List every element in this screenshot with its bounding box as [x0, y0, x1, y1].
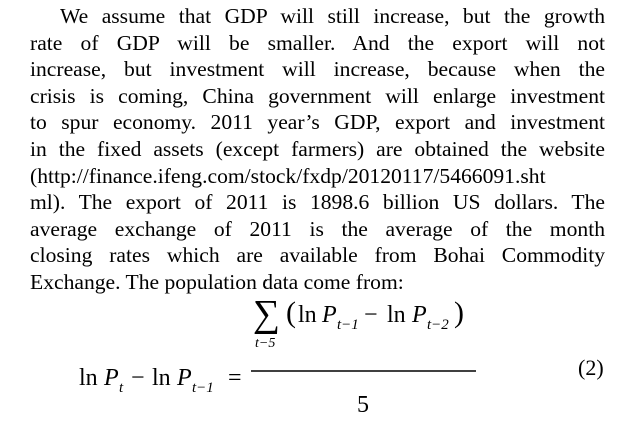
- sum-lower-limit: t−5: [255, 336, 275, 351]
- equation-number: (2): [578, 355, 604, 380]
- equals-sign: =: [228, 365, 242, 391]
- paragraph-line-1: We assume that GDP will still increase, …: [60, 4, 605, 28]
- paragraph-line-5: to spur economy. 2011 year’s GDP, export…: [30, 110, 605, 135]
- paragraph-line-6: in the fixed assets (except farmers) are…: [30, 136, 605, 161]
- sum-upper-limit: t: [263, 276, 268, 291]
- denominator: 5: [357, 392, 369, 418]
- lhs-minus: −: [131, 365, 145, 391]
- paragraph-line-9: average exchange of 2011 is the average …: [30, 216, 605, 241]
- paragraph-line-3: increase, but investment will increase, …: [30, 57, 605, 82]
- close-paren: ): [454, 296, 464, 329]
- lhs-ln-1: ln: [79, 365, 98, 391]
- summation-symbol: ∑: [253, 293, 280, 335]
- num-p-1: P: [321, 302, 337, 328]
- lhs-p-1: P: [103, 365, 119, 391]
- paragraph-line-4: crisis is coming, China government will …: [30, 83, 605, 108]
- num-minus: −: [364, 302, 378, 328]
- paragraph-line-8: ml). The export of 2011 is 1898.6 billio…: [30, 190, 605, 215]
- paragraph-line-7: (http://finance.ifeng.com/stock/fxdp/201…: [30, 163, 546, 188]
- body-paragraph: We assume that GDP will still increase, …: [30, 3, 605, 296]
- num-ln-1: ln: [298, 302, 317, 328]
- paragraph-line-2: rate of GDP will be smaller. And the exp…: [30, 30, 605, 55]
- lhs-p-2: P: [176, 365, 192, 391]
- num-ln-2: ln: [387, 302, 406, 328]
- paragraph-line-11: Exchange. The population data come from:: [30, 269, 404, 294]
- lhs-ln-2: ln: [152, 365, 171, 391]
- lhs-sub-t: t: [119, 380, 124, 396]
- open-paren: (: [286, 296, 296, 329]
- num-sub-t-1: t−1: [337, 317, 359, 333]
- num-p-2: P: [411, 302, 427, 328]
- equation-2: ln P t − ln P t−1 = t ∑ t−5 ( ln P t−1 −…: [79, 276, 476, 418]
- num-sub-t-2: t−2: [427, 317, 449, 333]
- paragraph-line-10: closing rates which are available from B…: [30, 243, 605, 268]
- lhs-sub-t-1: t−1: [192, 380, 214, 396]
